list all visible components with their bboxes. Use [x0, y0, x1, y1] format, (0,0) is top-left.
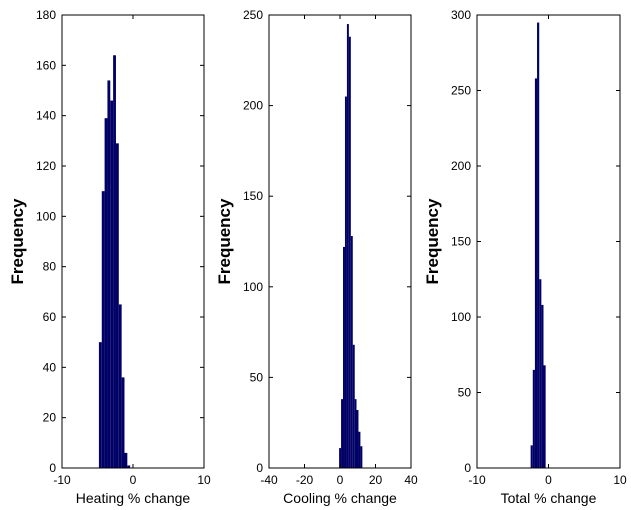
- histogram-bar: [107, 80, 111, 469]
- x-tick-label: 10: [613, 473, 627, 487]
- histogram-bar: [121, 377, 125, 468]
- x-tick-label: 40: [404, 473, 418, 487]
- y-tick-label: 0: [49, 461, 56, 475]
- histogram-bar: [341, 399, 344, 468]
- y-axis-label: Frequency: [423, 198, 442, 285]
- x-tick-label: -10: [53, 473, 71, 487]
- histogram-bar: [539, 279, 542, 468]
- y-tick-label: 60: [43, 310, 57, 324]
- histogram-bar: [104, 118, 108, 469]
- histogram-bar: [118, 304, 122, 468]
- y-tick-label: 100: [451, 310, 471, 324]
- x-tick-label: -40: [260, 473, 278, 487]
- x-tick-label: -10: [468, 473, 486, 487]
- y-tick-label: 150: [243, 189, 263, 203]
- histogram-bar: [541, 304, 544, 468]
- y-tick-label: 300: [451, 8, 471, 22]
- histogram-bar: [358, 431, 361, 468]
- histogram-bar: [534, 78, 538, 469]
- histogram-panel-2: 0 50 100 150 200 250 -40 -20 0 20 40 Cooling % chan…: [215, 8, 418, 506]
- histogram-bar: [101, 191, 105, 469]
- x-axis-label: Total % change: [501, 490, 597, 506]
- histogram-bar: [127, 465, 131, 468]
- axes-frame: [61, 14, 205, 469]
- histogram-bar: [124, 452, 128, 468]
- y-tick-label: 0: [464, 461, 471, 475]
- histogram-bar: [98, 342, 102, 468]
- y-tick-label: 120: [36, 159, 56, 173]
- histogram-bar: [110, 100, 114, 468]
- histogram-bar: [537, 22, 540, 469]
- histogram-bar: [115, 143, 119, 468]
- histogram-bar: [354, 399, 357, 468]
- y-tick-label: 50: [250, 370, 264, 384]
- x-axis-label: Cooling % change: [283, 490, 397, 506]
- y-tick-label: 40: [43, 360, 57, 374]
- axes-frame: [476, 14, 621, 469]
- y-tick-label: 0: [256, 461, 263, 475]
- y-tick-label: 160: [36, 58, 56, 72]
- y-tick-label: 200: [451, 159, 471, 173]
- y-axis-label: Frequency: [8, 198, 27, 285]
- histogram-bar: [356, 410, 359, 468]
- x-axis-label: Heating % change: [76, 490, 191, 506]
- y-tick-label: 140: [36, 109, 56, 123]
- x-tick-label: 0: [545, 473, 552, 487]
- histogram-bar: [543, 365, 546, 468]
- axes-frame: [268, 14, 412, 469]
- y-tick-label: 150: [451, 235, 471, 249]
- y-tick-label: 50: [458, 386, 472, 400]
- y-tick-label: 250: [243, 8, 263, 22]
- histogram-bar: [339, 448, 342, 468]
- histogram-bar: [352, 344, 355, 468]
- x-tick-label: 0: [130, 473, 137, 487]
- histogram-bar: [113, 55, 116, 469]
- histogram-bar: [344, 96, 347, 468]
- x-tick-label: 20: [369, 473, 383, 487]
- histogram-bar: [360, 446, 363, 468]
- histogram-bar: [343, 246, 345, 468]
- histogram-bar: [532, 369, 535, 468]
- histogram-bar: [346, 24, 349, 469]
- x-tick-label: 0: [337, 473, 344, 487]
- y-tick-label: 80: [43, 260, 57, 274]
- histogram-bar: [350, 236, 353, 468]
- x-tick-label: 10: [197, 473, 211, 487]
- y-tick-label: 20: [43, 411, 57, 425]
- x-tick-label: -20: [296, 473, 314, 487]
- histogram-bar: [530, 445, 533, 468]
- y-tick-label: 100: [243, 280, 263, 294]
- y-axis-label: Frequency: [215, 198, 234, 285]
- y-tick-label: 180: [36, 8, 56, 22]
- histogram-bar: [348, 36, 351, 469]
- y-tick-label: 200: [243, 99, 263, 113]
- y-tick-label: 250: [451, 84, 471, 98]
- y-tick-label: 100: [36, 209, 56, 223]
